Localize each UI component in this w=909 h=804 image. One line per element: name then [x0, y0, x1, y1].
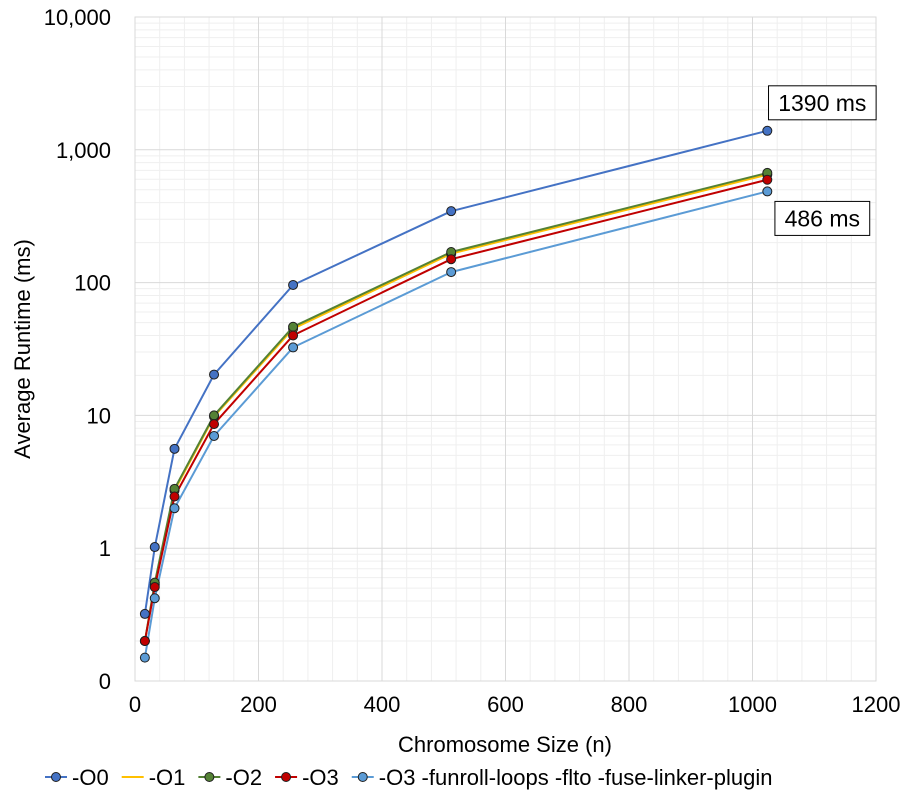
data-point-3: [446, 254, 457, 265]
legend-label: -O3 -funroll-loops -flto -fuse-linker-pl…: [379, 765, 773, 790]
y-axis-title: Average Runtime (ms): [10, 239, 35, 459]
data-point-0: [288, 279, 299, 290]
data-point-4: [762, 186, 773, 197]
data-point-0: [209, 369, 220, 380]
legend-item-2: -O2: [198, 765, 262, 790]
legend-label: -O0: [72, 765, 109, 790]
data-point-4: [209, 430, 220, 441]
legend-label: -O3: [302, 765, 339, 790]
legend-item-1: -O1: [121, 765, 186, 790]
y-tick-label: 10,000: [44, 5, 111, 30]
annotation-box-1: [774, 200, 871, 236]
data-point-2: [288, 321, 299, 332]
legend-swatch-marker: [357, 772, 368, 782]
annotation-label-0: 1390 ms: [778, 90, 866, 116]
legend-item-4: -O3 -funroll-loops -flto -fuse-linker-pl…: [351, 765, 773, 790]
x-axis-title: Chromosome Size (n): [398, 732, 612, 757]
data-point-0: [446, 206, 457, 217]
data-point-4: [149, 593, 160, 604]
legend-item-0: -O0: [45, 765, 109, 790]
data-point-0: [149, 542, 160, 553]
series-points: [139, 125, 773, 663]
major-gridlines: [134, 16, 877, 682]
y-tick-label: 1,000: [56, 138, 111, 163]
data-point-4: [169, 503, 180, 514]
x-tick-label: 800: [611, 692, 648, 717]
data-point-0: [762, 125, 773, 136]
y-tick-label: 0: [99, 669, 111, 694]
data-annotations: 1390 ms 486 ms: [768, 85, 877, 236]
x-tick-label: 400: [364, 692, 401, 717]
x-tick-label: 0: [129, 692, 141, 717]
legend: -O0 -O1 -O2 -O3 -O3 -funroll-loops -flto -fu…: [45, 765, 772, 790]
legend-swatch-marker: [204, 772, 215, 782]
annotation-box-0: [768, 85, 877, 121]
data-point-3: [288, 330, 299, 341]
data-point-3: [139, 636, 150, 647]
x-tick-label: 600: [487, 692, 524, 717]
y-tick-label: 10: [87, 403, 111, 428]
x-tick-label: 1200: [852, 692, 901, 717]
legend-label: -O1: [149, 765, 186, 790]
x-tick-label: 200: [240, 692, 277, 717]
data-point-3: [209, 419, 220, 430]
legend-item-3: -O3: [275, 765, 339, 790]
plot-area-frame: [134, 16, 877, 682]
x-tick-label: 1000: [728, 692, 777, 717]
y-tick-label: 100: [74, 271, 111, 296]
data-point-0: [169, 443, 180, 454]
data-point-4: [288, 342, 299, 353]
data-point-4: [139, 652, 150, 663]
data-point-0: [139, 608, 150, 619]
legend-swatch-marker: [281, 772, 292, 782]
data-point-3: [149, 582, 160, 593]
legend-label: -O2: [225, 765, 262, 790]
data-point-3: [169, 491, 180, 502]
legend-swatch-marker: [51, 772, 61, 782]
x-axis-tick-labels: 0 200 400 600 800 1000 1200: [129, 692, 901, 717]
annotation-label-1: 486 ms: [785, 205, 860, 231]
data-point-2: [209, 410, 220, 421]
data-point-4: [446, 267, 457, 278]
y-axis-tick-labels: 0 1 10 100 1,000 10,000: [44, 5, 111, 694]
y-tick-label: 1: [99, 536, 111, 561]
data-point-3: [762, 174, 773, 185]
